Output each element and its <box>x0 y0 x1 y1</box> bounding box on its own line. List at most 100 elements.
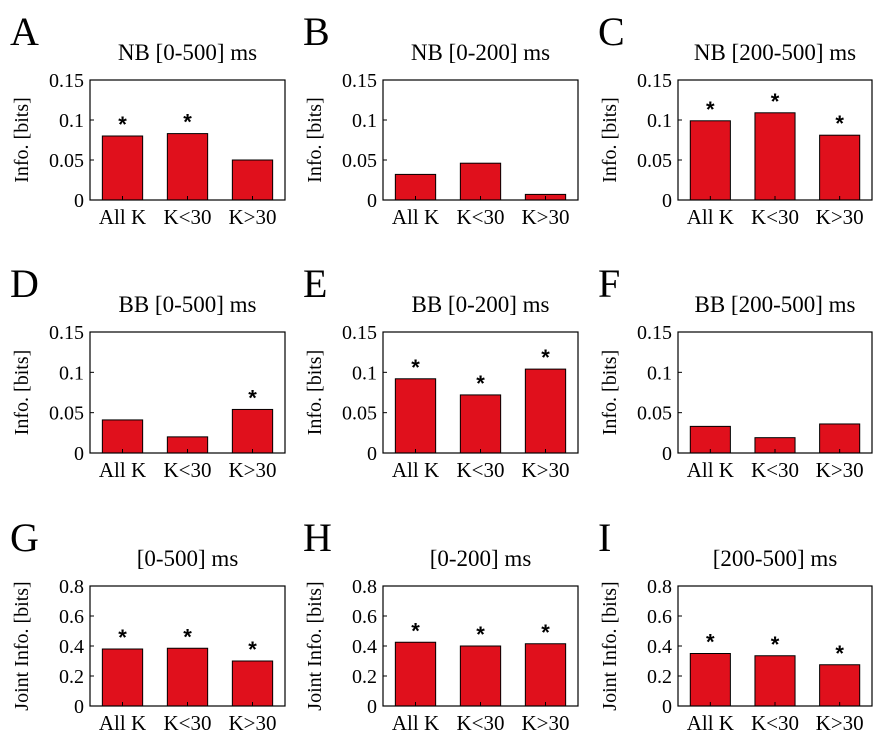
y-tick-label: 0.05 <box>342 403 377 425</box>
panel-letter: E <box>303 261 327 306</box>
y-tick-label: 0.6 <box>59 606 84 628</box>
x-tick-label: K<30 <box>456 205 504 229</box>
y-tick-label: 0.15 <box>637 322 672 344</box>
y-axis-label: Joint Info. [bits] <box>599 581 621 710</box>
panel-e: E BB [0-200] ms Info. [bits] * All K * K<30 * K>… <box>303 261 579 482</box>
x-tick-label: K<30 <box>751 458 799 482</box>
bar <box>166 133 209 201</box>
significance-star: * <box>476 622 485 647</box>
y-tick-label: 0.2 <box>352 666 377 688</box>
y-tick-label: 0.2 <box>59 666 84 688</box>
x-tick-label: K<30 <box>456 458 504 482</box>
y-tick-label: 0.8 <box>647 576 672 598</box>
axes-box <box>89 79 286 201</box>
y-tick-label: 0.1 <box>352 110 377 132</box>
x-tick-label: K>30 <box>816 205 864 229</box>
bar <box>754 112 796 201</box>
y-axis-label: Info. [bits] <box>11 350 33 436</box>
significance-star: * <box>183 110 192 135</box>
panel-title: NB [0-200] ms <box>411 40 550 65</box>
y-tick-label: 0.1 <box>59 362 84 384</box>
y-tick-label: 0 <box>367 190 377 212</box>
bar <box>166 647 209 707</box>
x-tick-label: All K <box>99 711 146 733</box>
bar <box>394 641 437 707</box>
y-axis-label: Info. [bits] <box>599 97 621 183</box>
panel-letter: G <box>10 515 39 560</box>
bar <box>819 664 861 707</box>
significance-star: * <box>835 641 844 666</box>
y-tick-label: 0.8 <box>59 576 84 598</box>
x-tick-label: K<30 <box>163 711 211 733</box>
x-tick-label: All K <box>687 205 734 229</box>
significance-star: * <box>118 625 127 650</box>
panel-a: A NB [0-500] ms Info. [bits] * All K * K<30 K>3… <box>10 9 286 229</box>
bar <box>689 653 731 707</box>
axes-box <box>382 331 579 454</box>
y-tick-label: 0 <box>662 443 672 465</box>
y-tick-label: 0.8 <box>352 576 377 598</box>
y-tick-label: 0.15 <box>342 322 377 344</box>
axes-box <box>677 331 873 454</box>
y-tick-label: 0.05 <box>49 150 84 172</box>
x-tick-label: K>30 <box>521 458 569 482</box>
y-axis-label: Info. [bits] <box>599 350 621 436</box>
bar <box>524 643 567 707</box>
x-tick-label: All K <box>99 458 146 482</box>
y-tick-label: 0 <box>367 443 377 465</box>
y-tick-label: 0.2 <box>647 666 672 688</box>
significance-star: * <box>541 345 550 370</box>
x-tick-label: All K <box>392 205 439 229</box>
y-tick-label: 0.15 <box>637 70 672 92</box>
axes-box <box>89 585 286 707</box>
bar <box>231 408 274 454</box>
panel-h: H [0-200] ms Joint Info. [bits] * All K * K<30… <box>303 515 579 733</box>
x-tick-label: All K <box>687 458 734 482</box>
y-tick-label: 0.05 <box>342 150 377 172</box>
panel-i: I [200-500] ms Joint Info. [bits] * All K * K<… <box>598 515 873 733</box>
y-tick-label: 0.05 <box>49 403 84 425</box>
panel-letter: F <box>598 261 620 306</box>
bar <box>754 655 796 707</box>
significance-star: * <box>476 371 485 396</box>
bar <box>819 423 861 454</box>
y-tick-label: 0.4 <box>352 636 377 658</box>
x-tick-label: K<30 <box>163 458 211 482</box>
panel-title: [0-200] ms <box>430 546 532 571</box>
bar <box>689 120 731 201</box>
axes-box <box>382 79 579 201</box>
y-axis-label: Info. [bits] <box>11 97 33 183</box>
axes-box <box>382 585 579 707</box>
significance-star: * <box>118 112 127 137</box>
y-tick-label: 0.1 <box>59 110 84 132</box>
y-tick-label: 0.1 <box>647 362 672 384</box>
panel-title: NB [0-500] ms <box>118 40 257 65</box>
axes-box <box>677 585 873 707</box>
bar <box>101 648 144 707</box>
y-tick-label: 0.15 <box>49 70 84 92</box>
y-tick-label: 0.1 <box>647 110 672 132</box>
x-tick-label: K>30 <box>816 458 864 482</box>
bar <box>459 645 502 707</box>
y-tick-label: 0 <box>74 443 84 465</box>
panel-letter: C <box>598 9 625 54</box>
x-tick-label: K>30 <box>521 205 569 229</box>
panel-g: G [0-500] ms Joint Info. [bits] * All K * K<30… <box>10 515 286 733</box>
y-axis-label: Info. [bits] <box>304 350 326 436</box>
y-axis-label: Joint Info. [bits] <box>11 581 33 710</box>
significance-star: * <box>248 637 257 662</box>
significance-star: * <box>706 630 715 655</box>
panel-letter: D <box>10 261 39 306</box>
panel-letter: I <box>598 515 611 560</box>
panel-letter: B <box>303 9 330 54</box>
significance-star: * <box>411 355 420 380</box>
y-tick-label: 0.1 <box>352 362 377 384</box>
x-tick-label: K<30 <box>751 711 799 733</box>
panel-letter: H <box>303 515 332 560</box>
panel-title: BB [0-200] ms <box>412 292 550 317</box>
y-tick-label: 0.05 <box>637 150 672 172</box>
significance-star: * <box>541 620 550 645</box>
bar <box>394 378 437 454</box>
x-tick-label: All K <box>687 711 734 733</box>
y-tick-label: 0.05 <box>637 403 672 425</box>
